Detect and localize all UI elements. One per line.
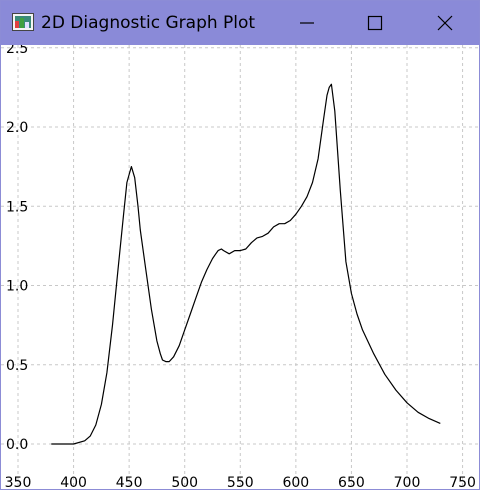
x-tick-label: 350 <box>5 475 32 489</box>
x-tick-label: 650 <box>338 475 365 489</box>
y-tick-label: 1.0 <box>6 279 28 295</box>
x-tick-label: 500 <box>171 475 198 489</box>
x-tick-label: 600 <box>282 475 309 489</box>
maximize-icon <box>367 15 383 31</box>
graph-plot-area[interactable]: 350 400 450 500 550 600 650 700 750 0.0 0.5 1.0 1.5 2… <box>1 45 479 489</box>
close-icon <box>437 15 453 31</box>
x-tick-label: 400 <box>60 475 87 489</box>
y-tick-label: 2.0 <box>6 120 28 136</box>
series-line <box>51 83 441 445</box>
minimize-icon <box>300 22 314 24</box>
close-button[interactable] <box>413 1 477 45</box>
y-tick-label: 0.5 <box>6 358 28 374</box>
x-tick-label: 450 <box>116 475 143 489</box>
minimize-button[interactable] <box>275 1 339 45</box>
window-title: 2D Diagnostic Graph Plot <box>41 13 256 33</box>
maximize-button[interactable] <box>343 1 407 45</box>
x-tick-label: 750 <box>449 475 476 489</box>
y-tick-label: 0.0 <box>6 437 28 453</box>
app-icon <box>12 13 34 31</box>
y-tick-label: 1.5 <box>6 199 28 215</box>
x-tick-label: 700 <box>394 475 421 489</box>
title-bar[interactable]: 2D Diagnostic Graph Plot <box>1 1 479 45</box>
x-tick-label: 550 <box>227 475 254 489</box>
y-tick-label: 2.5 <box>6 45 28 57</box>
